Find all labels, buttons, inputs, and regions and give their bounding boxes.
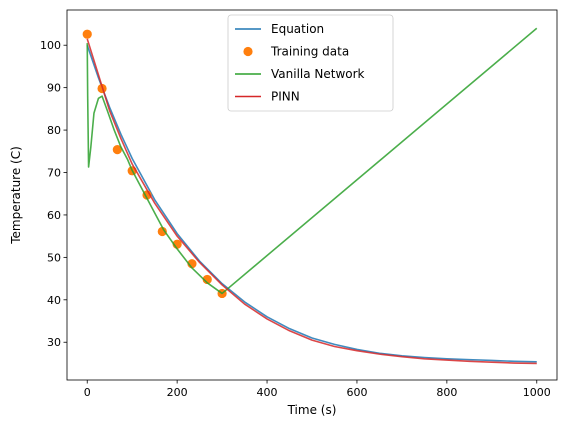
training-data-point xyxy=(157,226,167,237)
axes-layer: 0 200 400 600 800 1000 30 40 50 60 70 80 90 100 xyxy=(40,9,558,399)
legend-item-training-data: Training data xyxy=(243,45,349,59)
y-tick-label: 50 xyxy=(47,251,61,264)
y-tick-label: 80 xyxy=(47,124,61,137)
y-tick-label: 60 xyxy=(47,209,61,222)
legend-label: Training data xyxy=(270,45,349,59)
vanilla-network-line xyxy=(86,27,538,295)
legend-item-vanilla-network: Vanilla Network xyxy=(235,67,365,81)
x-tick-label: 600 xyxy=(346,386,367,399)
training-data-point xyxy=(82,29,92,39)
legend-label: Vanilla Network xyxy=(271,67,365,81)
x-tick-label: 200 xyxy=(167,386,188,399)
legend: Equation Training data Vanilla Network PINN xyxy=(227,14,394,112)
pinn-line xyxy=(86,38,537,365)
y-tick-label: 40 xyxy=(47,294,61,307)
y-tick-label: 70 xyxy=(47,167,61,180)
x-tick-label: 1000 xyxy=(523,386,551,399)
legend-item-pinn: PINN xyxy=(235,90,300,104)
series-layer xyxy=(82,27,538,365)
legend-box xyxy=(227,14,394,112)
y-tick-label: 30 xyxy=(47,336,61,349)
x-tick-label: 800 xyxy=(436,386,457,399)
x-tick-label: 400 xyxy=(257,386,278,399)
y-axis-label: Temperature (C) xyxy=(9,146,23,245)
y-tick-label: 90 xyxy=(47,82,61,95)
training-data-point xyxy=(112,145,122,155)
y-tick-label: 100 xyxy=(40,39,61,52)
legend-swatch xyxy=(243,46,253,57)
x-tick-label: 0 xyxy=(84,386,91,399)
legend-item-equation: Equation xyxy=(235,22,324,36)
training-data-point xyxy=(202,274,212,285)
equation-line xyxy=(86,44,537,363)
axes-frame xyxy=(66,9,558,381)
legend-label: Equation xyxy=(271,22,324,36)
legend-label: PINN xyxy=(271,90,300,104)
x-axis-label: Time (s) xyxy=(287,403,337,417)
